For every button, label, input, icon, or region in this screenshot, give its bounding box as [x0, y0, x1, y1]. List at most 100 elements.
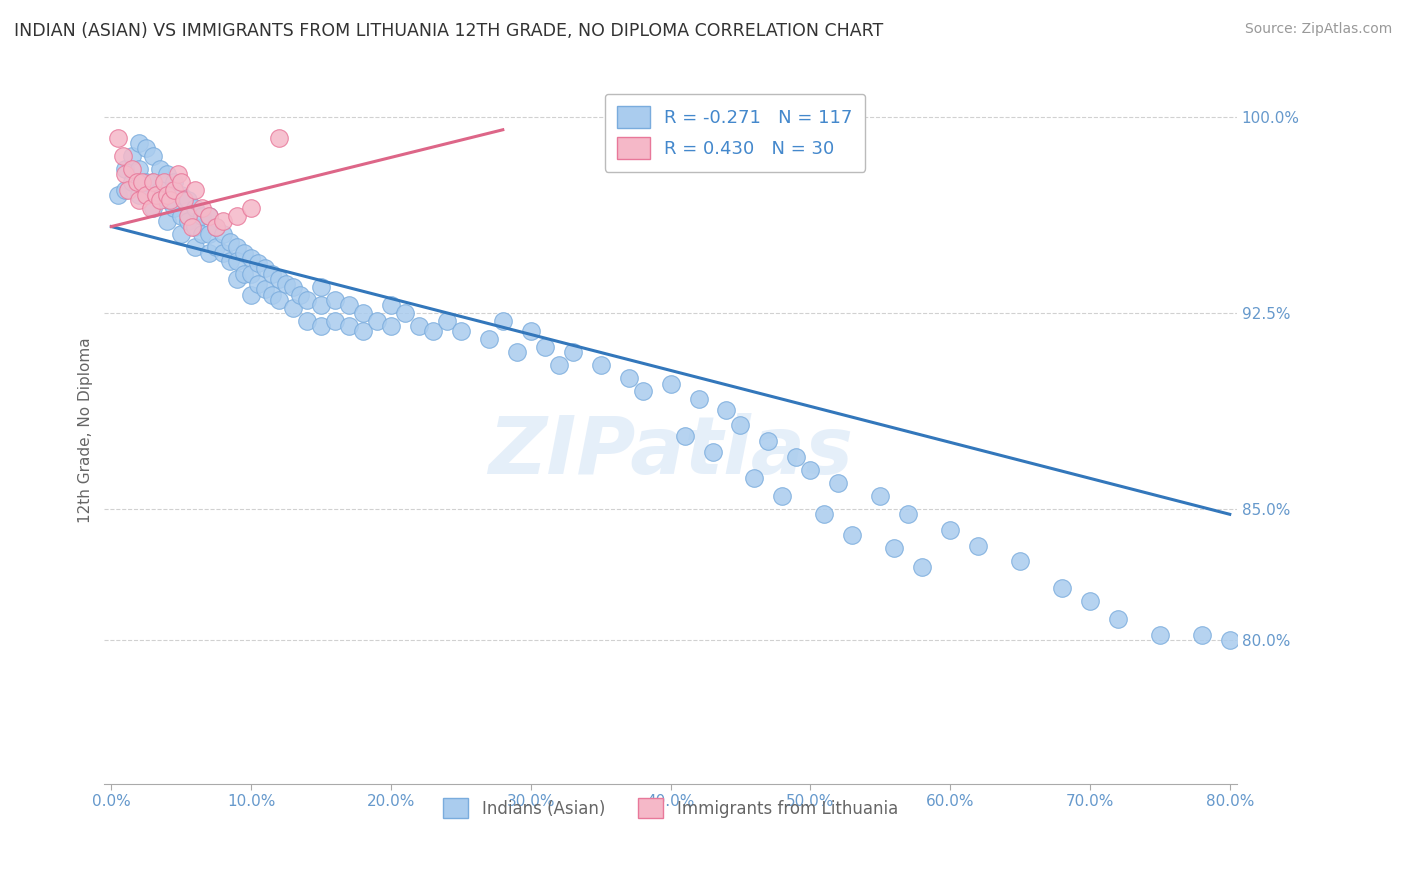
Point [177, 194, 200, 208]
Point [198, 209, 221, 223]
Point [198, 209, 221, 223]
Point [212, 227, 235, 242]
Point [128, 136, 150, 150]
Point [233, 245, 256, 260]
Point [254, 282, 277, 296]
Point [247, 277, 270, 291]
Point [184, 183, 207, 197]
Point [156, 167, 179, 181]
Point [135, 175, 157, 189]
Point [149, 183, 172, 197]
Point [198, 227, 221, 242]
Point [799, 463, 821, 477]
Point [673, 429, 696, 443]
Point [274, 277, 297, 291]
Point [163, 175, 186, 189]
Point [159, 194, 181, 208]
Point [240, 201, 263, 215]
Point [226, 240, 249, 254]
Point [394, 306, 416, 320]
Point [184, 219, 207, 234]
Point [813, 508, 835, 522]
Point [841, 528, 863, 542]
Point [117, 183, 139, 197]
Point [730, 418, 752, 433]
Point [269, 272, 291, 286]
Point [1149, 627, 1171, 641]
Point [422, 324, 444, 338]
Point [337, 318, 360, 333]
Point [309, 298, 332, 312]
Point [240, 287, 263, 301]
Point [135, 141, 157, 155]
Point [135, 188, 157, 202]
Point [967, 539, 990, 553]
Point [254, 261, 277, 276]
Point [281, 279, 304, 293]
Point [142, 175, 165, 189]
Point [366, 314, 388, 328]
Point [142, 175, 165, 189]
Point [744, 471, 766, 485]
Point [617, 371, 640, 385]
Point [295, 314, 318, 328]
Point [177, 209, 200, 223]
Point [897, 508, 920, 522]
Point [659, 376, 682, 391]
Point [226, 209, 249, 223]
Point [114, 183, 136, 197]
Point [184, 201, 207, 215]
Point [688, 392, 710, 407]
Point [869, 489, 891, 503]
Point [128, 161, 150, 176]
Point [170, 175, 193, 189]
Point [233, 267, 256, 281]
Point [785, 450, 807, 464]
Point [125, 175, 148, 189]
Point [288, 287, 311, 301]
Text: ZIPatlas: ZIPatlas [488, 413, 853, 491]
Point [337, 298, 360, 312]
Point [240, 251, 263, 265]
Point [149, 194, 172, 208]
Point [939, 523, 962, 537]
Point [589, 358, 612, 372]
Point [323, 293, 346, 307]
Point [121, 161, 143, 176]
Point [177, 214, 200, 228]
Point [436, 314, 458, 328]
Point [1010, 554, 1032, 568]
Text: INDIAN (ASIAN) VS IMMIGRANTS FROM LITHUANIA 12TH GRADE, NO DIPLOMA CORRELATION C: INDIAN (ASIAN) VS IMMIGRANTS FROM LITHUA… [14, 22, 883, 40]
Point [309, 318, 332, 333]
Point [450, 324, 472, 338]
Point [506, 345, 529, 359]
Point [281, 301, 304, 315]
Point [561, 345, 583, 359]
Point [163, 201, 186, 215]
Point [226, 272, 249, 286]
Point [156, 188, 179, 202]
Point [219, 253, 242, 268]
Point [149, 161, 172, 176]
Point [205, 219, 228, 234]
Legend: Indians (Asian), Immigrants from Lithuania: Indians (Asian), Immigrants from Lithuan… [437, 791, 904, 825]
Point [323, 314, 346, 328]
Point [1191, 627, 1213, 641]
Point [145, 188, 167, 202]
Point [167, 167, 190, 181]
Point [181, 219, 204, 234]
Point [170, 227, 193, 242]
Point [262, 267, 284, 281]
Point [269, 293, 291, 307]
Point [716, 402, 738, 417]
Point [205, 240, 228, 254]
Point [107, 188, 129, 202]
Point [156, 214, 179, 228]
Point [173, 194, 195, 208]
Point [114, 161, 136, 176]
Point [212, 214, 235, 228]
Point [191, 227, 214, 242]
Point [226, 253, 249, 268]
Point [1050, 581, 1073, 595]
Point [247, 256, 270, 270]
